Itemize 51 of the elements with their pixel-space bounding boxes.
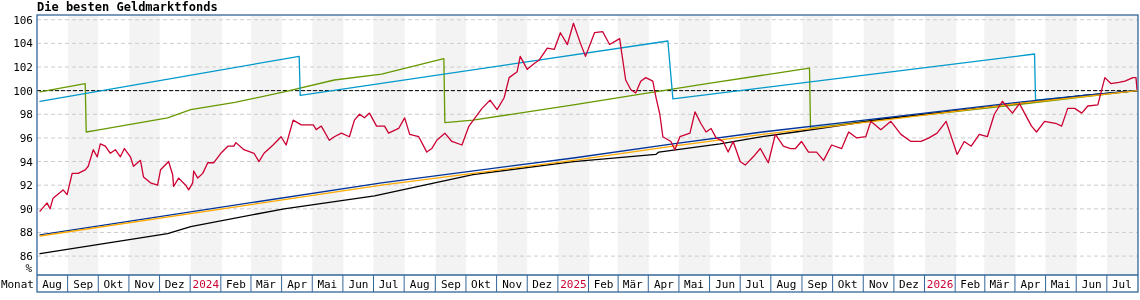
- x-tick-label: 2024: [192, 278, 220, 291]
- x-tick-label: Okt: [103, 278, 124, 291]
- x-tick-label: Aug: [776, 278, 797, 291]
- x-tick-label: Sep: [807, 278, 828, 291]
- line-series: [39, 22, 1138, 212]
- x-tick-label: 2025: [560, 278, 587, 291]
- x-tick-label: Jun: [348, 278, 369, 291]
- x-tick-label: Okt: [471, 278, 491, 291]
- chart-title: Die besten Geldmarktfonds: [37, 0, 218, 14]
- x-axis-title: Monat: [0, 278, 34, 291]
- y-tick-label: 86: [19, 250, 33, 264]
- x-tick-label: Sep: [440, 278, 461, 291]
- x-tick-label: Aug: [409, 278, 430, 291]
- x-tick-label: Okt: [837, 278, 858, 291]
- x-tick-label: Dez: [899, 278, 919, 291]
- x-tick-label: Apr: [653, 278, 675, 291]
- x-tick-label: Mai: [1050, 278, 1071, 291]
- x-tick-label: Dez: [164, 278, 185, 291]
- x-tick-label: Mai: [684, 278, 704, 291]
- x-tick-label: Apr: [1020, 278, 1041, 291]
- x-tick-label: Apr: [287, 278, 308, 291]
- x-tick-label: Mär: [256, 278, 277, 291]
- x-tick-label: Mär: [622, 278, 644, 291]
- x-tick-label: Jun: [715, 278, 736, 291]
- x-tick-label: Jul: [745, 278, 766, 291]
- y-tick-label: 100: [13, 84, 33, 98]
- x-tick-label: Mär: [989, 278, 1010, 291]
- y-tick-label: 102: [13, 61, 33, 74]
- x-tick-label: Nov: [868, 278, 890, 291]
- x-tick-label: Sep: [73, 278, 94, 291]
- x-tick-label: Jul: [1111, 278, 1132, 291]
- x-tick-label: Feb: [960, 278, 981, 291]
- x-tick-label: Nov: [134, 278, 155, 291]
- y-tick-label: 94: [19, 155, 34, 169]
- x-tick-label: Feb: [225, 278, 246, 291]
- y-tick-label: 98: [19, 108, 33, 122]
- y-tick-label: 92: [19, 179, 33, 193]
- y-tick-label: 106: [13, 13, 33, 27]
- x-tick-label: Jul: [378, 278, 399, 291]
- x-tick-label: 2026: [926, 278, 954, 291]
- x-tick-label: Feb: [593, 278, 614, 291]
- y-axis-title: %: [25, 262, 33, 275]
- y-tick-label: 104: [13, 37, 34, 51]
- x-tick-label: Aug: [42, 278, 63, 291]
- x-tick-label: Nov: [502, 278, 523, 291]
- x-tick-label: Mai: [317, 278, 338, 291]
- x-tick-label: Dez: [532, 278, 553, 291]
- y-tick-label: 88: [19, 226, 33, 240]
- y-tick-label: 90: [19, 202, 33, 216]
- y-tick-label: 96: [19, 131, 33, 145]
- x-tick-label: Jun: [1081, 278, 1102, 291]
